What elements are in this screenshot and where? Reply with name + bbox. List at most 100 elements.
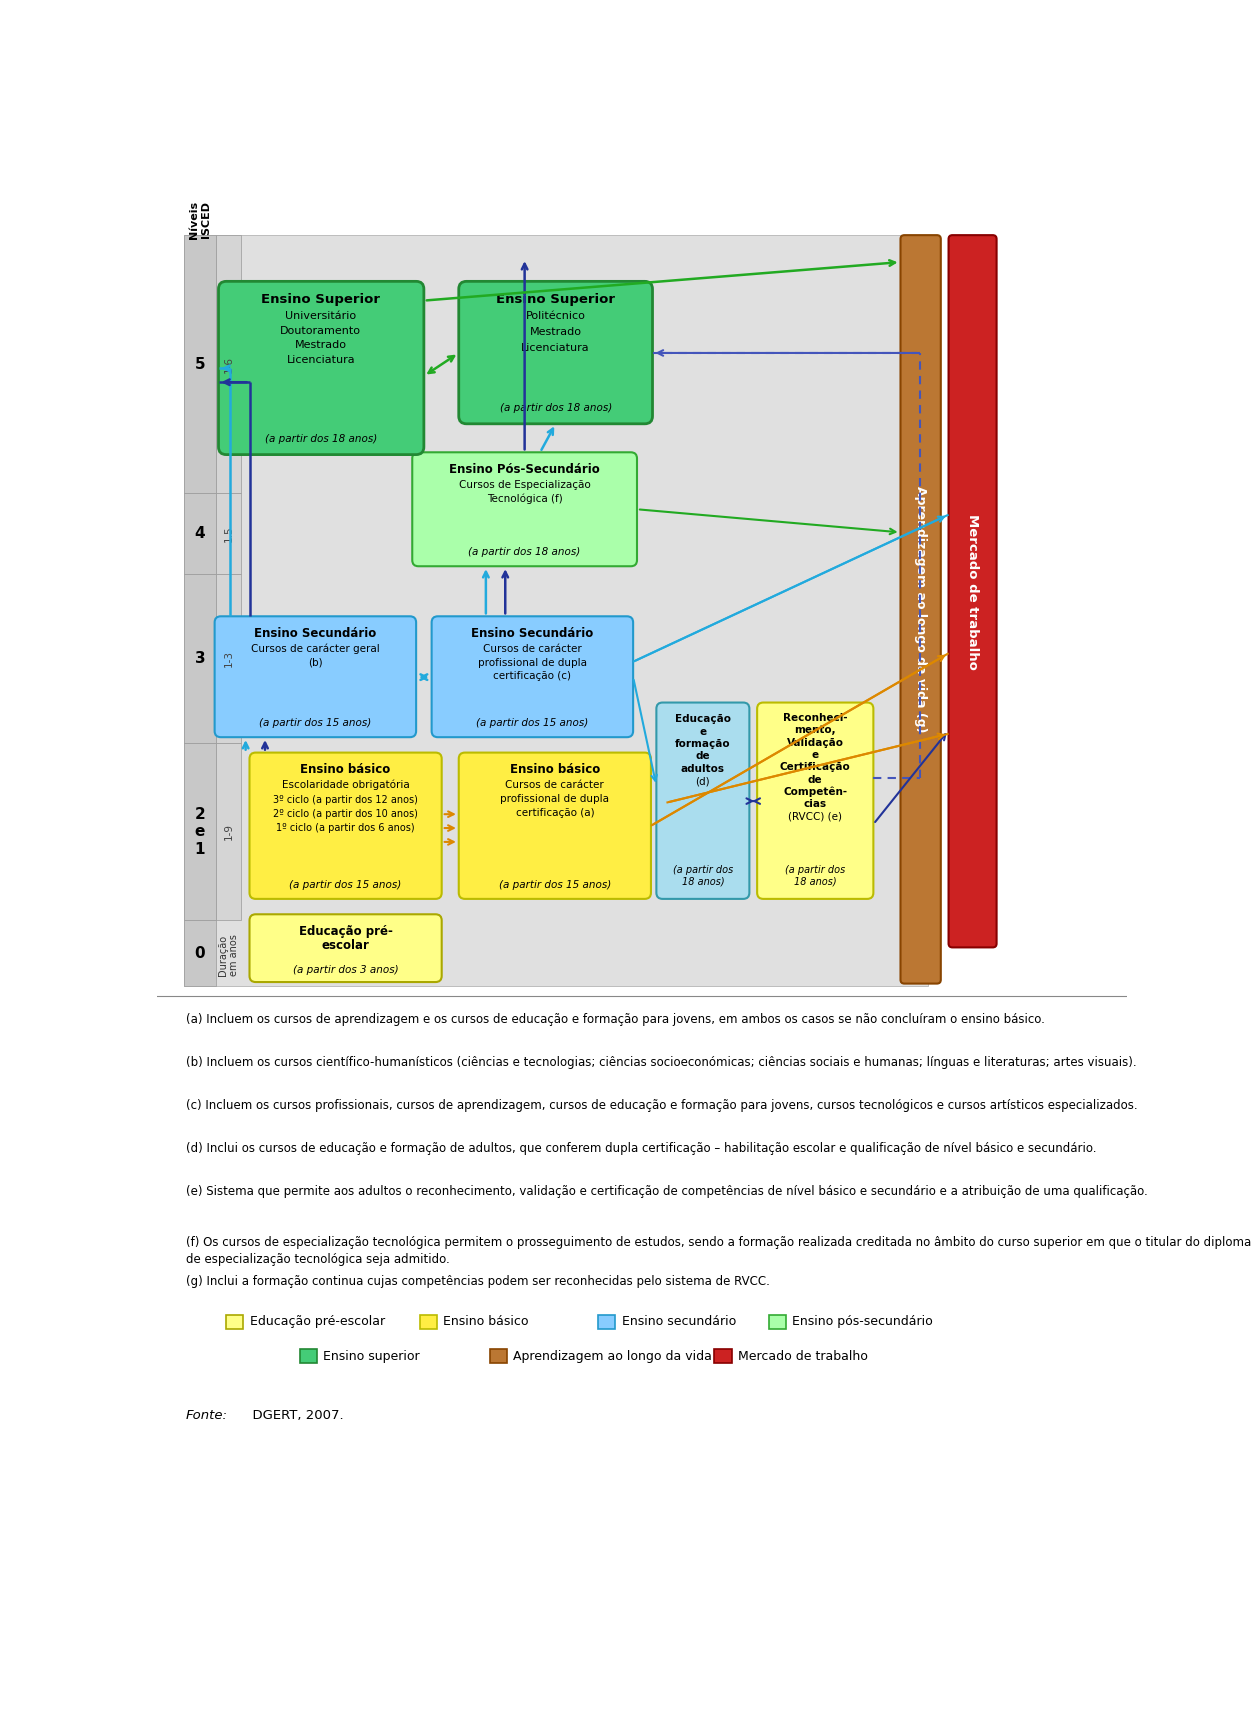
Text: 4: 4 (194, 526, 205, 541)
FancyBboxPatch shape (769, 1315, 786, 1329)
Text: Cursos de carácter: Cursos de carácter (506, 781, 605, 789)
Text: Ensino pós-secundário: Ensino pós-secundário (793, 1315, 933, 1327)
FancyBboxPatch shape (217, 493, 240, 574)
Text: Educação pré-escolar: Educação pré-escolar (249, 1315, 384, 1327)
Text: Universitário: Universitário (285, 311, 357, 321)
Text: Duração
em anos: Duração em anos (218, 933, 239, 977)
Text: DGERT, 2007.: DGERT, 2007. (244, 1409, 344, 1423)
Text: (a partir dos 18 anos): (a partir dos 18 anos) (500, 404, 612, 413)
Text: e: e (700, 727, 706, 737)
Text: Licenciatura: Licenciatura (521, 342, 590, 352)
FancyBboxPatch shape (217, 743, 240, 921)
Text: Ensino básico: Ensino básico (510, 763, 600, 776)
Text: Ensino Secundário: Ensino Secundário (254, 626, 377, 640)
Text: (a partir dos: (a partir dos (785, 864, 845, 874)
FancyBboxPatch shape (227, 1315, 243, 1329)
Text: Níveis
ISCED: Níveis ISCED (189, 201, 210, 239)
FancyBboxPatch shape (249, 914, 442, 982)
Text: Mestrado: Mestrado (294, 340, 347, 350)
Text: 3: 3 (194, 651, 205, 666)
Text: Politécnico: Politécnico (526, 311, 586, 321)
Text: Cursos de Especialização: Cursos de Especialização (458, 479, 591, 489)
FancyBboxPatch shape (419, 1315, 437, 1329)
Text: Mercado de trabalho: Mercado de trabalho (737, 1350, 868, 1362)
Text: Ensino Superior: Ensino Superior (496, 293, 615, 307)
FancyBboxPatch shape (184, 493, 217, 574)
Text: (a partir dos 15 anos): (a partir dos 15 anos) (289, 880, 402, 890)
Text: 1º ciclo (a partir dos 6 anos): 1º ciclo (a partir dos 6 anos) (277, 822, 414, 833)
FancyBboxPatch shape (490, 1350, 507, 1364)
Text: Mestrado: Mestrado (530, 328, 582, 337)
Text: 5: 5 (194, 357, 205, 371)
Text: (b): (b) (308, 658, 323, 668)
Text: escolar: escolar (322, 939, 369, 951)
Text: (d) Inclui os cursos de educação e formação de adultos, que conferem dupla certi: (d) Inclui os cursos de educação e forma… (187, 1142, 1097, 1156)
Text: Ensino Pós-Secundário: Ensino Pós-Secundário (449, 463, 600, 475)
Text: 2
e
1: 2 e 1 (194, 807, 205, 857)
Text: formação: formação (675, 739, 731, 750)
Text: (d): (d) (696, 776, 710, 786)
Text: (a partir dos: (a partir dos (672, 864, 732, 874)
Text: (e) Sistema que permite aos adultos o reconhecimento, validação e certificação d: (e) Sistema que permite aos adultos o re… (187, 1185, 1148, 1199)
Text: Doutoramento: Doutoramento (280, 326, 362, 335)
FancyBboxPatch shape (184, 574, 217, 743)
FancyBboxPatch shape (656, 703, 750, 899)
FancyBboxPatch shape (949, 236, 997, 947)
FancyBboxPatch shape (184, 921, 217, 985)
Text: (a partir dos 15 anos): (a partir dos 15 anos) (498, 880, 611, 890)
Text: Ensino básico: Ensino básico (300, 763, 391, 776)
Text: 0: 0 (194, 946, 205, 961)
Text: Competên-: Competên- (784, 786, 848, 796)
Text: Validação: Validação (786, 737, 844, 748)
FancyBboxPatch shape (217, 574, 240, 743)
Text: (a partir dos 15 anos): (a partir dos 15 anos) (259, 718, 372, 729)
FancyBboxPatch shape (715, 1350, 731, 1364)
FancyBboxPatch shape (412, 453, 637, 566)
FancyBboxPatch shape (757, 703, 874, 899)
Text: Ensino secundário: Ensino secundário (621, 1315, 736, 1327)
Text: Ensino Secundário: Ensino Secundário (471, 626, 593, 640)
Text: Ensino superior: Ensino superior (323, 1350, 419, 1362)
Text: Ensino básico: Ensino básico (443, 1315, 528, 1327)
Text: 1-9: 1-9 (224, 824, 234, 840)
Text: mento,: mento, (795, 725, 836, 736)
Text: (a) Incluem os cursos de aprendizagem e os cursos de educação e formação para jo: (a) Incluem os cursos de aprendizagem e … (187, 1013, 1045, 1025)
Text: 1-3: 1-3 (224, 651, 234, 668)
FancyBboxPatch shape (432, 616, 634, 737)
Text: profissional de dupla: profissional de dupla (478, 658, 587, 668)
Text: (RVCC) (e): (RVCC) (e) (789, 812, 843, 821)
Text: de: de (696, 751, 710, 762)
FancyBboxPatch shape (300, 1350, 317, 1364)
Text: (a partir dos 18 anos): (a partir dos 18 anos) (264, 434, 377, 444)
FancyBboxPatch shape (184, 236, 217, 493)
Text: Tecnológica (f): Tecnológica (f) (487, 493, 562, 503)
FancyBboxPatch shape (900, 236, 940, 984)
Text: Aprendizagem ao longo da vida: Aprendizagem ao longo da vida (513, 1350, 712, 1362)
FancyBboxPatch shape (217, 236, 240, 493)
Text: (a partir dos 15 anos): (a partir dos 15 anos) (476, 718, 588, 729)
FancyBboxPatch shape (214, 616, 416, 737)
Text: (c) Incluem os cursos profissionais, cursos de aprendizagem, cursos de educação : (c) Incluem os cursos profissionais, cur… (187, 1098, 1138, 1112)
Text: profissional de dupla: profissional de dupla (501, 795, 610, 803)
Text: de: de (808, 774, 823, 784)
Text: e: e (811, 750, 819, 760)
Text: Fonte:: Fonte: (187, 1409, 228, 1423)
Text: (f) Os cursos de especialização tecnológica permitem o prosseguimento de estudos: (f) Os cursos de especialização tecnológ… (187, 1235, 1251, 1267)
Text: (a partir dos 18 anos): (a partir dos 18 anos) (468, 547, 581, 557)
Text: (b) Incluem os cursos científico-humanísticos (ciências e tecnologias; ciências : (b) Incluem os cursos científico-humanís… (187, 1057, 1137, 1069)
FancyBboxPatch shape (219, 281, 424, 455)
Text: Aprendizagem ao longo da vida (g): Aprendizagem ao longo da vida (g) (914, 486, 928, 732)
FancyBboxPatch shape (458, 753, 651, 899)
Text: Licenciatura: Licenciatura (287, 356, 356, 364)
Text: 3º ciclo (a partir dos 12 anos): 3º ciclo (a partir dos 12 anos) (273, 795, 418, 805)
Text: 1.5: 1.5 (224, 526, 234, 541)
FancyBboxPatch shape (184, 236, 928, 985)
Text: Escolaridade obrigatória: Escolaridade obrigatória (282, 779, 409, 789)
Text: Cursos de carácter: Cursos de carácter (483, 644, 582, 654)
Text: 2º ciclo (a partir dos 10 anos): 2º ciclo (a partir dos 10 anos) (273, 809, 418, 819)
Text: adultos: adultos (681, 763, 725, 774)
FancyBboxPatch shape (458, 281, 652, 423)
Text: (g) Inclui a formação continua cujas competências podem ser reconhecidas pelo si: (g) Inclui a formação continua cujas com… (187, 1275, 770, 1287)
Text: Cursos de carácter geral: Cursos de carácter geral (250, 644, 379, 654)
FancyBboxPatch shape (184, 743, 217, 921)
